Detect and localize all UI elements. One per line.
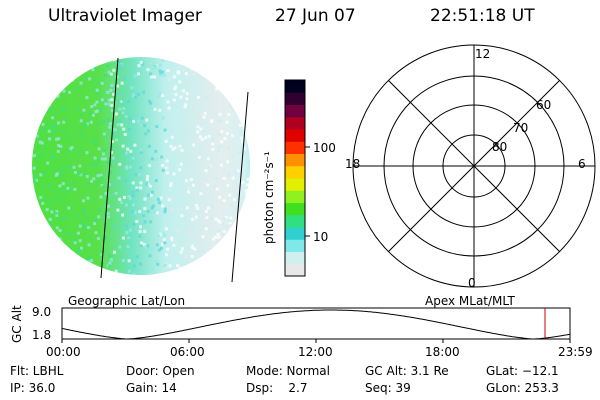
colorbar-tick-100: 100 <box>313 141 336 155</box>
mlt-label-12: 12 <box>475 47 491 61</box>
timeline-xtick-1800: 18:00 <box>425 345 460 359</box>
colorbar-cell <box>285 190 305 203</box>
colorbar-tick-10: 10 <box>313 230 329 244</box>
timeline-xtick-1200: 12:00 <box>298 345 333 359</box>
mode-value: Mode: Normal <box>246 364 330 378</box>
timeline-xtick-0600: 06:00 <box>170 345 205 359</box>
image-date: 27 Jun 07 <box>275 6 356 26</box>
colorbar-cell <box>285 214 305 228</box>
colorbar-cell <box>285 92 305 105</box>
glon-value: GLon: 253.3 <box>486 381 559 395</box>
mlt-label-18: 18 <box>345 157 361 171</box>
gc-alt-value: GC Alt: 3.1 Re <box>365 364 449 378</box>
mlt-label-0: 0 <box>468 276 476 290</box>
colorbar-cell <box>285 153 305 167</box>
colorbar-cell <box>285 104 305 118</box>
dsp-value: Dsp: 2.7 <box>246 381 308 395</box>
timeline-right-label: Apex MLat/MLT <box>425 294 515 308</box>
terminator-line-right <box>231 91 249 283</box>
timeline-ytick-1-8: 1.8 <box>32 328 52 342</box>
terminator-line-left <box>100 57 119 279</box>
colorbar-cell <box>285 116 305 130</box>
lat-label-70: 70 <box>513 121 529 135</box>
image-time: 22:51:18 UT <box>430 6 535 26</box>
gain-value: Gain: 14 <box>126 381 177 395</box>
colorbar-cell <box>285 251 305 265</box>
timeline-ytick-9: 9.0 <box>32 305 52 319</box>
seq-value: Seq: 39 <box>365 381 411 395</box>
glat-value: GLat: −12.1 <box>486 364 559 378</box>
colorbar-cell <box>285 129 305 142</box>
colorbar-cell <box>285 227 305 240</box>
mlt-label-6: 6 <box>578 157 586 171</box>
door-status: Door: Open <box>126 364 195 378</box>
colorbar-cell <box>285 202 305 216</box>
timeline-xtick-0000: 00:00 <box>46 345 81 359</box>
timeline-left-label: Geographic Lat/Lon <box>68 294 186 308</box>
filter-value: Flt: LBHL <box>10 364 64 378</box>
colorbar-cell <box>285 80 305 93</box>
colorbar-cell <box>285 141 305 154</box>
timeline-xtick-2359: 23:59 <box>558 345 593 359</box>
colorbar-cell <box>285 178 305 191</box>
instrument-title: Ultraviolet Imager <box>48 6 202 26</box>
lat-label-80: 80 <box>492 140 508 154</box>
colorbar-cell <box>285 263 305 277</box>
colorbar-cell <box>285 165 305 179</box>
ip-value: IP: 36.0 <box>10 381 56 395</box>
lat-label-60: 60 <box>536 98 552 112</box>
colorbar-cell <box>285 239 305 252</box>
